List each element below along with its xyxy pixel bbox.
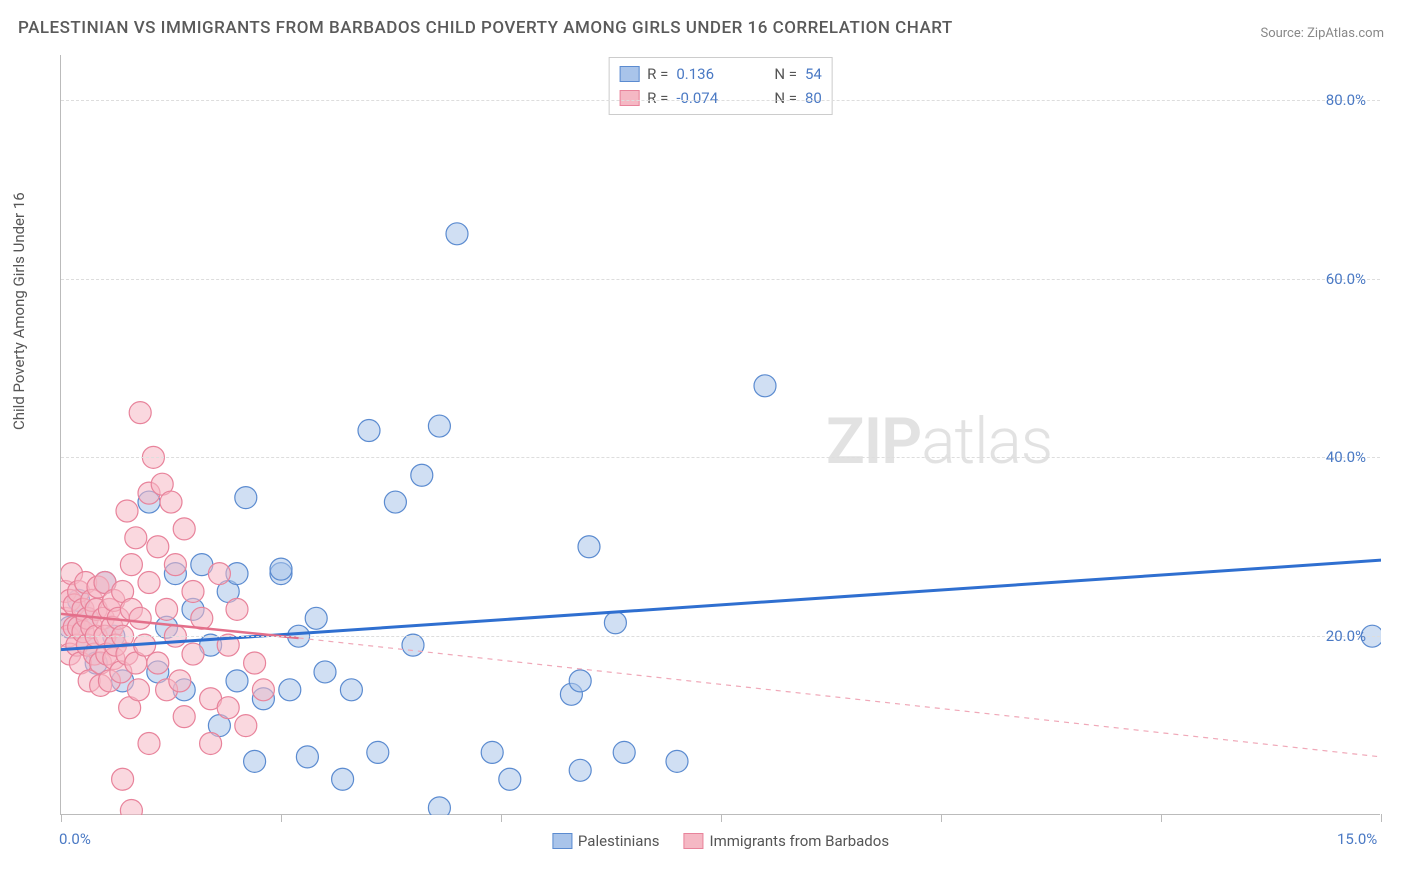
legend-row: R = -0.074 N = 80	[619, 86, 822, 110]
gridline	[61, 636, 1380, 637]
data-point	[666, 750, 688, 772]
data-point	[147, 536, 169, 558]
data-point	[358, 420, 380, 442]
data-point	[578, 536, 600, 558]
data-point	[208, 563, 230, 585]
data-point	[200, 732, 222, 754]
data-point	[235, 715, 257, 737]
legend-swatch	[619, 90, 639, 106]
data-point	[754, 375, 776, 397]
data-point	[569, 670, 591, 692]
x-tick	[501, 814, 502, 822]
data-point	[314, 661, 336, 683]
legend-r-value: 0.136	[676, 65, 766, 83]
series-legend-item: Palestinians	[552, 832, 660, 850]
data-point	[270, 558, 292, 580]
data-point	[182, 580, 204, 602]
data-point	[235, 487, 257, 509]
gridline	[61, 279, 1380, 280]
legend-swatch	[683, 833, 703, 849]
data-point	[411, 464, 433, 486]
trend-line-extrapolated	[299, 638, 1381, 757]
data-point	[112, 768, 134, 790]
x-tick	[721, 814, 722, 822]
data-point	[156, 598, 178, 620]
data-point	[244, 652, 266, 674]
data-point	[332, 768, 354, 790]
x-tick	[1161, 814, 1162, 822]
data-point	[296, 746, 318, 768]
x-tick-label: 15.0%	[1337, 830, 1377, 848]
series-legend-label: Palestinians	[578, 832, 660, 850]
data-point	[481, 741, 503, 763]
legend-n-value: 54	[805, 65, 822, 83]
data-point	[129, 607, 151, 629]
gridline	[61, 457, 1380, 458]
data-point	[173, 706, 195, 728]
data-point	[217, 697, 239, 719]
data-point	[116, 500, 138, 522]
data-point	[252, 679, 274, 701]
data-point	[305, 607, 327, 629]
data-point	[604, 612, 626, 634]
data-point	[127, 679, 149, 701]
y-axis-label: Child Poverty Among Girls Under 16	[10, 192, 28, 430]
y-tick-label: 80.0%	[1326, 91, 1366, 109]
legend-n-label: N =	[774, 89, 797, 107]
data-point	[279, 679, 301, 701]
scatter-svg	[61, 55, 1381, 815]
data-point	[428, 415, 450, 437]
data-point	[244, 750, 266, 772]
data-point	[428, 797, 450, 815]
data-point	[138, 732, 160, 754]
data-point	[120, 554, 142, 576]
data-point	[182, 643, 204, 665]
legend-r-label: R =	[647, 89, 668, 107]
legend-row: R = 0.136 N = 54	[619, 62, 822, 86]
x-tick-label: 0.0%	[59, 830, 91, 848]
y-tick-label: 20.0%	[1326, 627, 1366, 645]
data-point	[129, 402, 151, 424]
legend-n-label: N =	[774, 65, 797, 83]
data-point	[147, 652, 169, 674]
legend-n-value: 80	[805, 89, 822, 107]
series-legend-item: Immigrants from Barbados	[683, 832, 889, 850]
series-legend: Palestinians Immigrants from Barbados	[552, 832, 889, 850]
chart-title: PALESTINIAN VS IMMIGRANTS FROM BARBADOS …	[18, 18, 953, 38]
data-point	[191, 607, 213, 629]
series-legend-label: Immigrants from Barbados	[709, 832, 889, 850]
data-point	[569, 759, 591, 781]
data-point	[120, 800, 142, 815]
correlation-legend: R = 0.136 N = 54 R = -0.074 N = 80	[608, 57, 833, 115]
data-point	[173, 518, 195, 540]
data-point	[169, 670, 191, 692]
y-tick-label: 60.0%	[1326, 270, 1366, 288]
x-tick	[281, 814, 282, 822]
legend-swatch	[619, 66, 639, 82]
data-point	[402, 634, 424, 656]
data-point	[160, 491, 182, 513]
data-point	[384, 491, 406, 513]
x-tick	[941, 814, 942, 822]
data-point	[226, 598, 248, 620]
data-point	[613, 741, 635, 763]
legend-swatch	[552, 833, 572, 849]
y-tick-label: 40.0%	[1326, 448, 1366, 466]
x-tick	[1381, 814, 1382, 822]
data-point	[499, 768, 521, 790]
legend-r-label: R =	[647, 65, 668, 83]
data-point	[446, 223, 468, 245]
data-point	[164, 554, 186, 576]
data-point	[125, 527, 147, 549]
data-point	[226, 670, 248, 692]
source-credit: Source: ZipAtlas.com	[1260, 26, 1384, 41]
plot-area: R =0.136N =54R =-0.074N =80 ZIPatlas Pal…	[60, 55, 1380, 815]
data-point	[367, 741, 389, 763]
data-point	[138, 572, 160, 594]
legend-r-value: -0.074	[676, 89, 766, 107]
gridline	[61, 100, 1380, 101]
x-tick	[61, 814, 62, 822]
data-point	[340, 679, 362, 701]
